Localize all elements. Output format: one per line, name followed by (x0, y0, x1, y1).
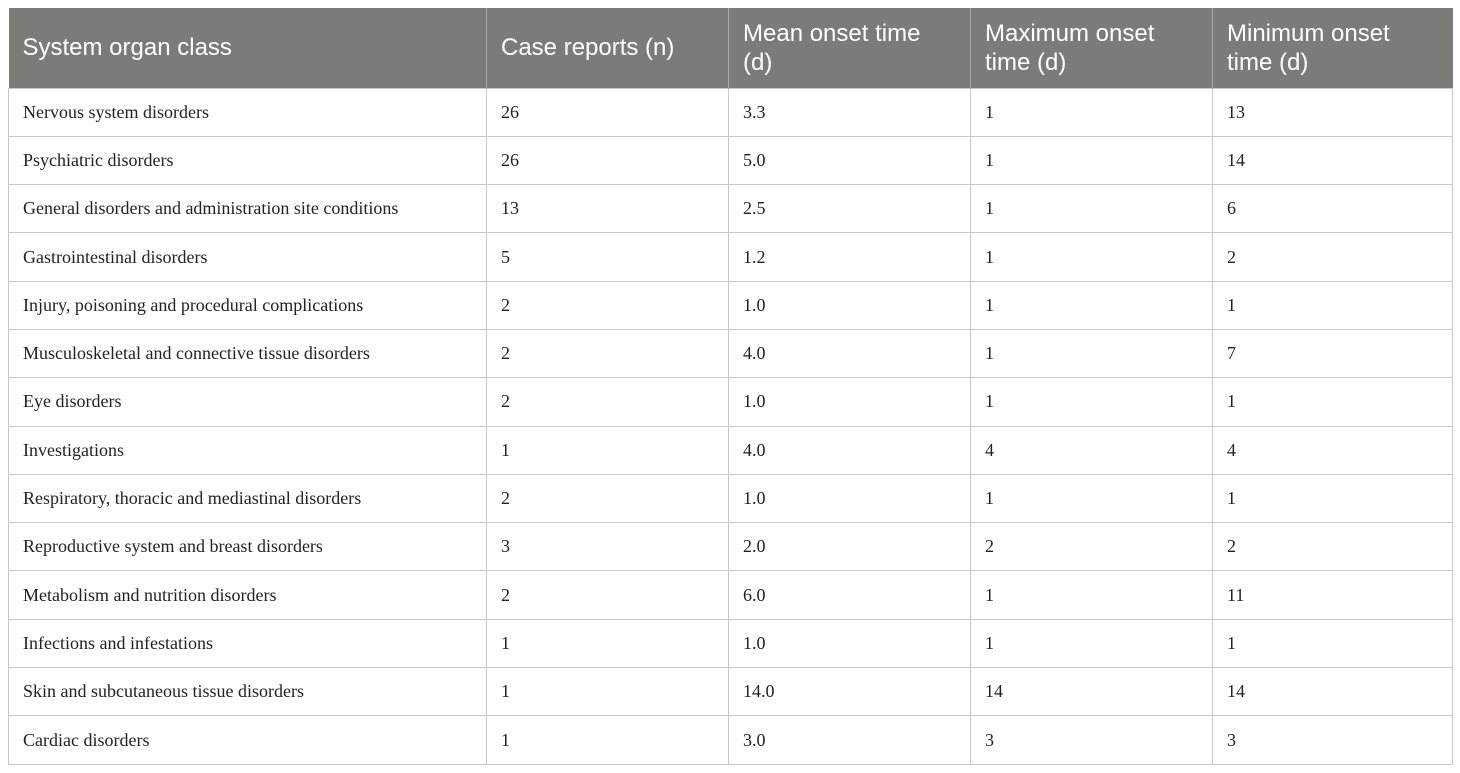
cell-system-organ-class: Investigations (8, 425, 487, 475)
cell-case-reports: 2 (486, 473, 729, 524)
cell-mean-onset-time: 14.0 (728, 667, 971, 717)
cell-minimum-onset-time: 7 (1212, 328, 1453, 379)
cell-maximum-onset-time: 1 (970, 87, 1213, 137)
cell-case-reports: 2 (486, 377, 729, 427)
table-row: Musculoskeletal and connective tissue di… (8, 328, 1453, 379)
cell-maximum-onset-time: 1 (970, 280, 1213, 330)
cell-system-organ-class: Gastrointestinal disorders (8, 232, 487, 282)
cell-system-organ-class: General disorders and administration sit… (8, 184, 487, 234)
cell-mean-onset-time: 4.0 (728, 328, 971, 379)
table-row: Skin and subcutaneous tissue disorders 1 1… (8, 667, 1453, 717)
header-maximum-onset-time: Maximum onset time (d) (970, 8, 1213, 88)
table-row: Metabolism and nutrition disorders 2 6.0 1 1… (8, 570, 1453, 620)
cell-maximum-onset-time: 1 (970, 473, 1213, 524)
cell-mean-onset-time: 1.0 (728, 377, 971, 427)
header-minimum-onset-time: Minimum onset time (d) (1227, 19, 1390, 76)
cell-minimum-onset-time: 13 (1212, 87, 1453, 137)
cell-mean-onset-time: 5.0 (728, 135, 971, 186)
table-header: System organ class Case reports (n) Mean… (8, 8, 1453, 88)
cell-minimum-onset-time: 2 (1212, 522, 1453, 572)
cell-system-organ-class: Infections and infestations (8, 618, 487, 669)
cell-case-reports: 2 (486, 328, 729, 379)
cell-maximum-onset-time: 1 (970, 328, 1213, 379)
cell-maximum-onset-time: 2 (970, 522, 1213, 572)
cell-system-organ-class: Nervous system disorders (8, 87, 487, 137)
cell-maximum-onset-time: 1 (970, 135, 1213, 186)
cell-case-reports: 3 (486, 522, 729, 572)
header-case-reports: Case reports (n) (486, 8, 729, 88)
table-row: Psychiatric disorders 26 5.0 1 14 (8, 135, 1453, 186)
cell-case-reports: 5 (486, 232, 729, 282)
cell-minimum-onset-time: 1 (1212, 280, 1453, 330)
cell-system-organ-class: Psychiatric disorders (8, 135, 487, 186)
cell-case-reports: 26 (486, 135, 729, 186)
cell-mean-onset-time: 1.0 (728, 618, 971, 669)
table-row: Cardiac disorders 1 3.0 3 3 (8, 715, 1453, 765)
cell-minimum-onset-time: 14 (1212, 135, 1453, 186)
cell-minimum-onset-time: 14 (1212, 667, 1453, 717)
cell-system-organ-class: Cardiac disorders (8, 715, 487, 765)
cell-minimum-onset-time: 1 (1212, 473, 1453, 524)
cell-system-organ-class: Metabolism and nutrition disorders (8, 570, 487, 620)
header-system-organ-class: System organ class (8, 8, 487, 88)
cell-case-reports: 1 (486, 667, 729, 717)
cell-maximum-onset-time: 1 (970, 377, 1213, 427)
cell-mean-onset-time: 1.2 (728, 232, 971, 282)
cell-maximum-onset-time: 3 (970, 715, 1213, 765)
cell-minimum-onset-time: 4 (1212, 425, 1453, 475)
cell-mean-onset-time: 2.5 (728, 184, 971, 234)
cell-mean-onset-time: 1.0 (728, 473, 971, 524)
cell-system-organ-class: Skin and subcutaneous tissue disorders (8, 667, 487, 717)
cell-case-reports: 2 (486, 280, 729, 330)
table-row: Investigations 1 4.0 4 4 (8, 425, 1453, 475)
cell-case-reports: 1 (486, 425, 729, 475)
cell-case-reports: 13 (486, 184, 729, 234)
cell-system-organ-class: Reproductive system and breast disorders (8, 522, 487, 572)
cell-minimum-onset-time: 3 (1212, 715, 1453, 765)
cell-maximum-onset-time: 1 (970, 570, 1213, 620)
header-mean-onset-time: Mean onset time (d) (728, 8, 971, 88)
cell-maximum-onset-time: 1 (970, 232, 1213, 282)
cell-system-organ-class: Injury, poisoning and procedural complic… (8, 280, 487, 330)
cell-case-reports: 26 (486, 87, 729, 137)
table-row: Eye disorders 2 1.0 1 1 (8, 377, 1453, 427)
cell-mean-onset-time: 2.0 (728, 522, 971, 572)
cell-maximum-onset-time: 1 (970, 184, 1213, 234)
cell-minimum-onset-time: 1 (1212, 377, 1453, 427)
cell-minimum-onset-time: 6 (1212, 184, 1453, 234)
table-row: Nervous system disorders 26 3.3 1 13 (8, 87, 1453, 137)
cell-system-organ-class: Respiratory, thoracic and mediastinal di… (8, 473, 487, 524)
cell-case-reports: 1 (486, 715, 729, 765)
cell-minimum-onset-time: 11 (1212, 570, 1453, 620)
table-body: Nervous system disorders 26 3.3 1 13 Psychiat… (8, 87, 1453, 765)
table-row: Respiratory, thoracic and mediastinal di… (8, 473, 1453, 524)
cell-system-organ-class: Eye disorders (8, 377, 487, 427)
table-row: General disorders and administration sit… (8, 184, 1453, 234)
cell-maximum-onset-time: 1 (970, 618, 1213, 669)
cell-mean-onset-time: 6.0 (728, 570, 971, 620)
cell-mean-onset-time: 3.0 (728, 715, 971, 765)
cell-case-reports: 1 (486, 618, 729, 669)
cell-minimum-onset-time: 2 (1212, 232, 1453, 282)
cell-case-reports: 2 (486, 570, 729, 620)
onset-time-table-container: System organ class Case reports (n) Mean… (8, 8, 1453, 765)
cell-maximum-onset-time: 14 (970, 667, 1213, 717)
table-row: Reproductive system and breast disorders… (8, 522, 1453, 572)
cell-minimum-onset-time: 1 (1212, 618, 1453, 669)
onset-time-table: System organ class Case reports (n) Mean… (8, 8, 1453, 765)
cell-mean-onset-time: 4.0 (728, 425, 971, 475)
cell-maximum-onset-time: 4 (970, 425, 1213, 475)
cell-system-organ-class: Musculoskeletal and connective tissue di… (8, 328, 487, 379)
header-row: System organ class Case reports (n) Mean… (8, 8, 1453, 88)
cell-mean-onset-time: 1.0 (728, 280, 971, 330)
table-row: Gastrointestinal disorders 5 1.2 1 2 (8, 232, 1453, 282)
table-row: Infections and infestations 1 1.0 1 1 (8, 618, 1453, 669)
cell-mean-onset-time: 3.3 (728, 87, 971, 137)
table-row: Injury, poisoning and procedural complic… (8, 280, 1453, 330)
